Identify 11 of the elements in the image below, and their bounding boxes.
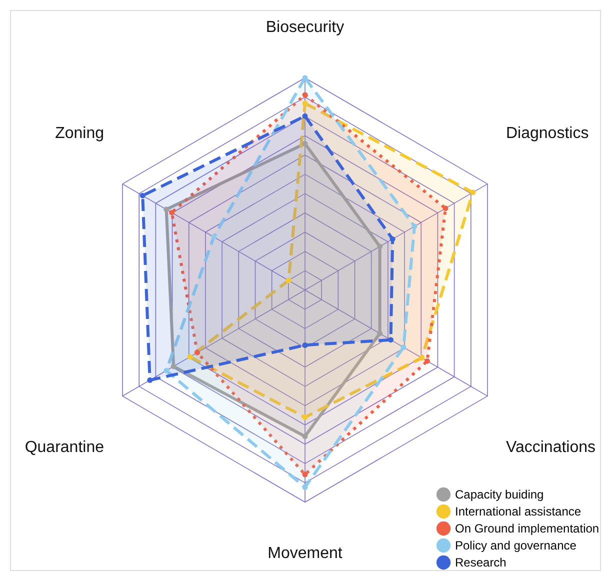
spoke-label: Quarantine <box>24 438 104 456</box>
legend-label: Policy and governance <box>455 538 577 552</box>
legend-label: Research <box>455 556 506 570</box>
legend-label: On Ground implementation <box>455 522 600 536</box>
legend-label: Capacity buiding <box>455 488 544 502</box>
spoke-label: Movement <box>268 545 343 562</box>
legend-label: International assistance <box>455 504 582 518</box>
spoke-label: Diagnostics <box>506 125 589 142</box>
spoke-label: Zoning <box>55 125 104 142</box>
spoke-label: Biosecurity <box>266 18 344 36</box>
spoke-label: Vaccinations <box>506 438 596 456</box>
